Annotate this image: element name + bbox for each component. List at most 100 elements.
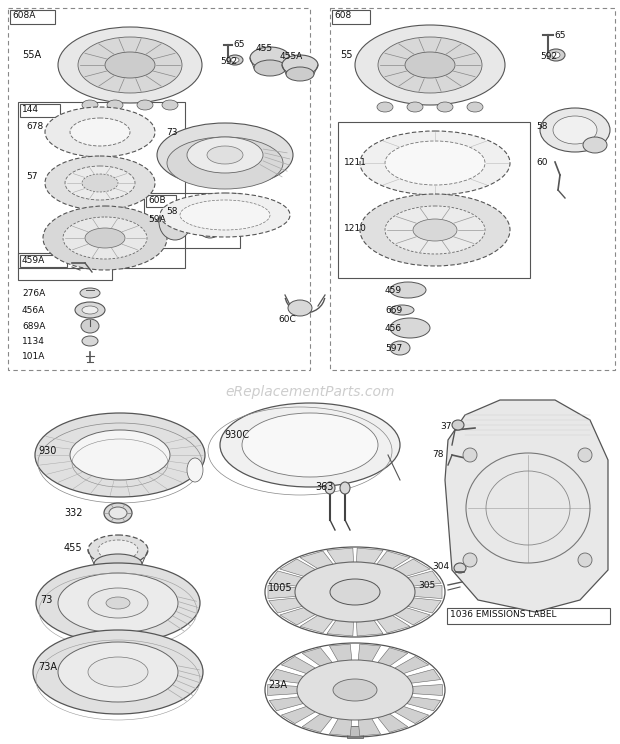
Text: 689A: 689A	[22, 322, 45, 331]
Polygon shape	[268, 586, 296, 599]
Ellipse shape	[82, 174, 118, 192]
Ellipse shape	[107, 100, 123, 110]
Text: 597: 597	[385, 344, 402, 353]
Text: 304: 304	[432, 562, 449, 571]
Ellipse shape	[45, 156, 155, 210]
Bar	[338, 122, 530, 278]
Ellipse shape	[227, 55, 243, 65]
Text: 60: 60	[536, 158, 547, 167]
Polygon shape	[280, 608, 316, 625]
Text: 57: 57	[26, 172, 37, 181]
Polygon shape	[378, 648, 408, 666]
Ellipse shape	[467, 102, 483, 112]
Polygon shape	[408, 598, 441, 613]
Text: eReplacementParts.com: eReplacementParts.com	[225, 385, 395, 399]
Ellipse shape	[58, 573, 178, 633]
Text: 455: 455	[256, 44, 273, 53]
Text: 678: 678	[26, 122, 43, 131]
Ellipse shape	[407, 102, 423, 112]
Polygon shape	[268, 598, 303, 613]
Polygon shape	[302, 714, 332, 732]
Polygon shape	[356, 548, 383, 563]
Text: 73: 73	[40, 595, 52, 605]
Bar	[144, 193, 240, 248]
Text: 1134: 1134	[22, 337, 45, 346]
Ellipse shape	[286, 67, 314, 81]
Ellipse shape	[355, 25, 505, 105]
Text: 73: 73	[166, 128, 177, 137]
Text: 592: 592	[220, 57, 237, 66]
Text: 144: 144	[22, 105, 39, 114]
Text: 1005: 1005	[268, 583, 293, 593]
Ellipse shape	[82, 336, 98, 346]
Polygon shape	[327, 548, 353, 563]
Text: 58: 58	[166, 207, 177, 216]
Ellipse shape	[254, 60, 286, 76]
Ellipse shape	[377, 102, 393, 112]
Text: 60B: 60B	[148, 196, 166, 205]
Ellipse shape	[578, 448, 592, 462]
Text: 73A: 73A	[38, 662, 57, 672]
Ellipse shape	[463, 448, 477, 462]
Text: 363: 363	[315, 482, 334, 492]
Ellipse shape	[552, 52, 560, 58]
Ellipse shape	[105, 52, 155, 78]
Ellipse shape	[325, 482, 335, 494]
Text: 78: 78	[432, 450, 443, 459]
Bar	[146, 195, 176, 207]
Text: 23A: 23A	[268, 680, 287, 690]
Ellipse shape	[82, 100, 98, 110]
Ellipse shape	[65, 166, 135, 200]
Ellipse shape	[187, 137, 263, 173]
Text: 101A: 101A	[22, 352, 45, 361]
Ellipse shape	[63, 217, 147, 259]
Ellipse shape	[540, 108, 610, 152]
Ellipse shape	[81, 319, 99, 333]
Text: 669: 669	[385, 306, 402, 315]
Ellipse shape	[454, 563, 466, 573]
Ellipse shape	[159, 204, 191, 240]
Polygon shape	[377, 615, 410, 633]
Text: 592: 592	[540, 52, 557, 61]
Ellipse shape	[35, 413, 205, 497]
Text: 1211: 1211	[344, 158, 367, 167]
Polygon shape	[329, 644, 352, 661]
Text: 456A: 456A	[22, 306, 45, 315]
Ellipse shape	[80, 288, 100, 298]
Ellipse shape	[82, 306, 98, 314]
Bar	[332, 10, 370, 24]
Ellipse shape	[378, 37, 482, 93]
Text: 65: 65	[554, 31, 565, 40]
Text: 58: 58	[536, 122, 547, 131]
Ellipse shape	[295, 562, 415, 622]
Ellipse shape	[360, 194, 510, 266]
Ellipse shape	[78, 37, 182, 93]
Ellipse shape	[98, 540, 138, 560]
Ellipse shape	[242, 413, 378, 477]
Bar	[8, 8, 310, 370]
Ellipse shape	[58, 27, 202, 103]
Ellipse shape	[33, 630, 203, 714]
Ellipse shape	[297, 660, 413, 720]
Ellipse shape	[75, 302, 105, 318]
Polygon shape	[408, 571, 441, 586]
Polygon shape	[407, 669, 441, 683]
Ellipse shape	[137, 100, 153, 110]
Polygon shape	[327, 620, 353, 636]
Ellipse shape	[196, 206, 224, 238]
Polygon shape	[268, 571, 303, 586]
Text: 65: 65	[233, 40, 244, 49]
Ellipse shape	[463, 553, 477, 567]
Ellipse shape	[390, 282, 426, 298]
Ellipse shape	[288, 300, 312, 316]
Polygon shape	[269, 697, 303, 711]
Polygon shape	[269, 669, 303, 683]
Ellipse shape	[220, 403, 400, 487]
Ellipse shape	[390, 305, 414, 315]
Ellipse shape	[250, 47, 290, 69]
Polygon shape	[356, 620, 383, 636]
Ellipse shape	[282, 55, 318, 75]
Text: 37: 37	[440, 422, 451, 431]
Bar	[330, 8, 615, 370]
Ellipse shape	[180, 200, 270, 230]
